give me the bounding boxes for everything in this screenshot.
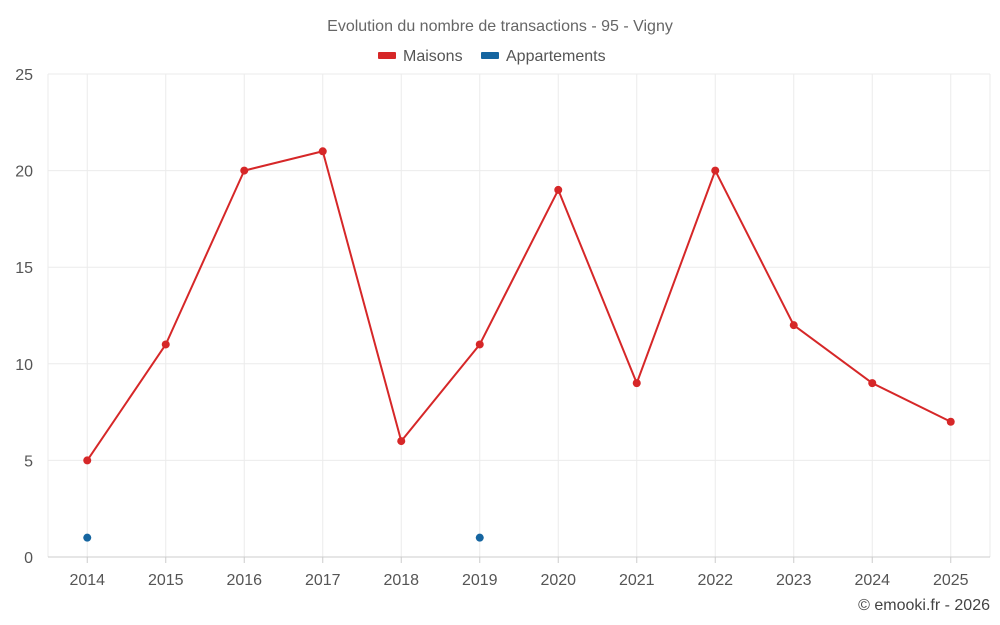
series (83, 147, 955, 542)
data-point-maisons[interactable] (789, 321, 798, 330)
y-tick-label: 15 (15, 260, 33, 277)
legend-swatch-maisons (378, 52, 396, 59)
data-point-maisons[interactable] (554, 185, 563, 194)
y-tick-label: 20 (15, 164, 33, 181)
series-appartements (83, 533, 484, 542)
y-tick-label: 25 (15, 67, 33, 84)
x-tick-label: 2019 (462, 572, 498, 589)
legend-swatch-appartements (481, 52, 499, 59)
axes (48, 556, 990, 563)
legend-item-maisons[interactable]: Maisons (378, 48, 463, 65)
y-tick-label: 5 (24, 453, 33, 470)
data-point-maisons[interactable] (240, 166, 249, 175)
y-axis-ticks: 0 5 10 15 20 25 (15, 67, 33, 567)
x-tick-label: 2015 (148, 572, 184, 589)
data-point-maisons[interactable] (161, 340, 170, 349)
y-tick-label: 0 (24, 550, 33, 567)
data-point-maisons[interactable] (946, 417, 955, 426)
data-point-maisons[interactable] (632, 379, 641, 388)
data-point-maisons[interactable] (868, 379, 877, 388)
chart-title: Evolution du nombre de transactions - 95… (327, 18, 673, 35)
x-axis-ticks: 2014 2015 2016 2017 2018 2019 2020 2021 2022 2023… (69, 572, 968, 589)
data-point-maisons[interactable] (475, 340, 484, 349)
data-point-maisons[interactable] (83, 456, 92, 465)
data-point-appartements[interactable] (83, 533, 92, 542)
legend-label-maisons: Maisons (403, 48, 463, 65)
data-point-maisons[interactable] (397, 437, 406, 446)
x-tick-label: 2018 (383, 572, 419, 589)
series-line-maisons (86, 150, 952, 461)
x-tick-label: 2022 (697, 572, 733, 589)
x-tick-label: 2021 (619, 572, 655, 589)
credit-text: © emooki.fr - 2026 (858, 597, 990, 614)
x-tick-label: 2020 (540, 572, 576, 589)
data-point-maisons[interactable] (318, 147, 327, 156)
gridlines (47, 73, 991, 557)
x-tick-label: 2023 (776, 572, 812, 589)
series-maisons (83, 147, 955, 465)
x-tick-label: 2025 (933, 572, 969, 589)
legend-label-appartements: Appartements (506, 48, 606, 65)
legend: Maisons Appartements (378, 48, 606, 65)
x-tick-label: 2024 (854, 572, 890, 589)
data-point-appartements[interactable] (475, 533, 484, 542)
legend-item-appartements[interactable]: Appartements (481, 48, 606, 65)
y-tick-label: 10 (15, 357, 33, 374)
data-point-maisons[interactable] (711, 166, 720, 175)
x-tick-label: 2016 (226, 572, 262, 589)
x-tick-label: 2014 (69, 572, 105, 589)
x-tick-label: 2017 (305, 572, 341, 589)
